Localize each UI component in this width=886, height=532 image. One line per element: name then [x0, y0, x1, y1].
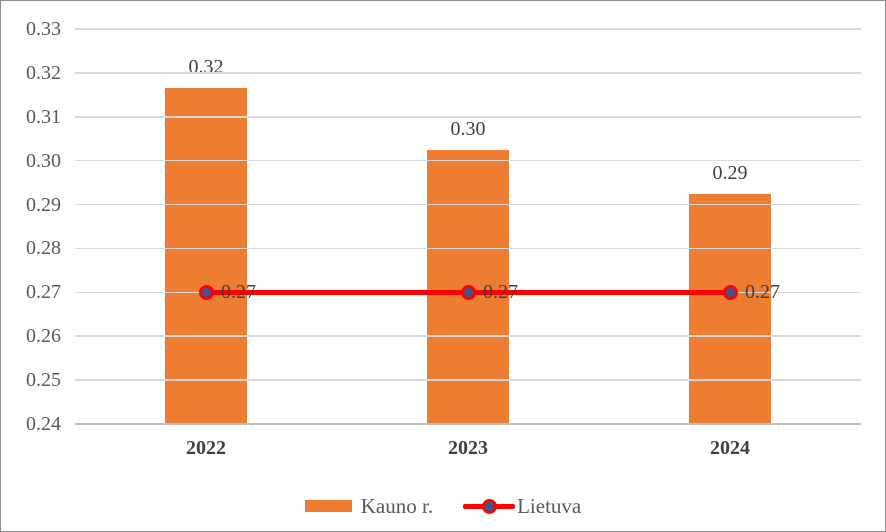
- legend: Kauno r. Lietuva: [1, 495, 885, 517]
- bar-data-label: 0.29: [712, 161, 748, 184]
- y-axis-tick-label: 0.28: [26, 237, 61, 260]
- y-axis-tick-label: 0.27: [26, 281, 61, 304]
- gridline: [75, 379, 861, 381]
- y-axis-tick-label: 0.30: [26, 149, 61, 172]
- y-axis-tick-label: 0.33: [26, 18, 61, 40]
- legend-label: Lietuva: [517, 494, 582, 518]
- legend-item-lietuva: Lietuva: [463, 495, 581, 517]
- gridline: [75, 247, 861, 250]
- gridline: [75, 72, 861, 74]
- gridline: [75, 335, 861, 337]
- gridline: [75, 28, 861, 30]
- y-axis-tick-label: 0.26: [26, 325, 61, 348]
- line-marker: [198, 284, 214, 300]
- x-axis-tick-label: 2023: [448, 437, 488, 459]
- line-marker: [722, 284, 738, 300]
- x-axis-tick-label: 2024: [710, 437, 750, 459]
- y-axis-tick-label: 0.25: [26, 369, 61, 392]
- line-data-label: 0.27: [221, 281, 256, 304]
- gridline: [75, 116, 861, 118]
- y-axis-tick-label: 0.32: [26, 61, 61, 84]
- legend-item-kauno-r: Kauno r.: [304, 494, 434, 518]
- bar-2024: [689, 193, 771, 424]
- legend-label: Kauno r.: [360, 494, 434, 518]
- bar-data-label: 0.30: [450, 117, 486, 140]
- y-axis-tick-label: 0.29: [26, 193, 61, 216]
- gridline: [75, 203, 861, 206]
- line-series-swatch-icon: [463, 498, 516, 514]
- x-axis-line: [75, 423, 861, 425]
- bar-data-label: 0.32: [188, 56, 224, 79]
- bar-series-swatch-icon: [304, 500, 352, 512]
- gridline: [75, 159, 861, 162]
- line-marker: [460, 284, 476, 300]
- y-axis-tick-label: 0.24: [26, 413, 61, 435]
- y-axis-tick-label: 0.31: [26, 105, 61, 128]
- bar-2022: [165, 88, 247, 424]
- line-data-label: 0.27: [483, 281, 518, 304]
- line-data-label: 0.27: [745, 281, 780, 304]
- x-axis-tick-label: 2022: [186, 437, 226, 459]
